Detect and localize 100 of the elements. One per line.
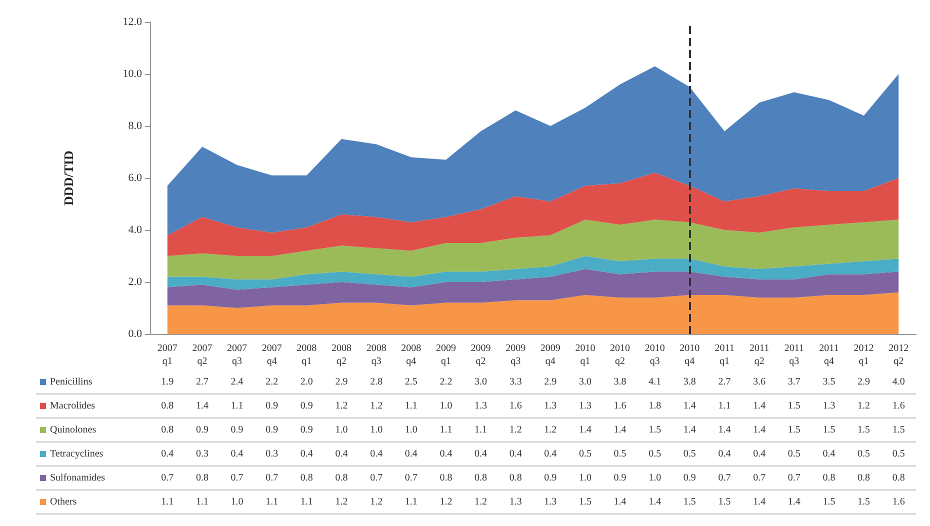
data-label: 1.1 [266,496,278,508]
data-label: 0.5 [683,448,696,460]
data-label: 1.4 [196,400,208,412]
x-tick-label: 2009 q3 [506,343,526,367]
data-label: 1.6 [509,400,522,412]
data-label: 1.1 [474,424,488,436]
data-label: 1.5 [788,400,800,412]
legend-label: Tetracyclines [50,448,104,460]
data-label: 1.4 [648,496,662,508]
data-label: 1.5 [718,496,731,508]
data-label: 2.4 [230,376,244,388]
data-label: 1.4 [614,424,626,436]
data-label: 1.1 [404,496,418,508]
x-tick-label: 2011 q4 [819,343,839,367]
data-label: 1.5 [822,424,836,436]
data-label: 1.4 [683,400,696,412]
data-label: 0.7 [404,472,418,484]
data-label: 0.7 [753,472,766,484]
data-label: 1.0 [370,424,383,436]
x-tick-label: 2011 q3 [784,343,804,367]
data-label: 0.5 [788,448,800,460]
legend-label: Quinolones [50,424,96,436]
data-label: 2.7 [196,376,208,388]
data-label: 1.4 [753,496,766,508]
data-label: 1.6 [614,400,626,412]
data-label: 0.4 [161,448,174,460]
data-label: 1.1 [230,400,244,412]
data-label: 2.7 [718,376,731,388]
data-label: 1.2 [335,496,348,508]
data-label: 1.5 [858,496,870,508]
y-axis-title: DDD/TID [61,150,76,206]
data-label: 1.1 [718,400,731,412]
data-label: 3.7 [788,376,800,388]
data-label: 4.0 [892,376,905,388]
data-label: 0.5 [892,448,905,460]
data-label: 2.8 [370,376,383,388]
data-label: 0.5 [858,448,870,460]
data-label: 0.7 [230,472,244,484]
x-tick-label: 2009 q1 [436,343,456,367]
data-label: 1.6 [892,496,905,508]
data-label: 0.9 [196,424,208,436]
legend-label: Sulfonamides [50,472,106,484]
data-label: 1.3 [544,496,557,508]
data-label: 2.2 [440,376,452,388]
data-label: 1.2 [858,400,870,412]
x-tick-label: 2008 q1 [296,343,317,367]
data-label: 3.0 [474,376,488,388]
data-label: 1.5 [822,496,836,508]
data-label: 2.5 [404,376,418,388]
data-label: 1.4 [718,424,731,436]
data-label: 1.1 [300,496,313,508]
data-label: 0.8 [440,472,452,484]
data-label: 2.9 [335,376,348,388]
data-label: 1.9 [161,376,174,388]
data-label: 0.8 [474,472,488,484]
data-label: 1.0 [440,400,452,412]
x-tick-label: 2011 q1 [714,343,734,367]
data-label: 0.4 [230,448,244,460]
x-tick-label: 2010 q1 [575,343,596,367]
data-label: 2.9 [544,376,557,388]
data-label: 0.8 [161,424,174,436]
y-tick-label: 10.0 [122,68,142,80]
legend-label: Others [50,496,77,508]
x-tick-label: 2009 q4 [540,343,560,367]
data-label: 0.5 [648,448,662,460]
data-label: 3.5 [822,376,836,388]
data-label: 0.4 [544,448,557,460]
data-label: 0.8 [300,472,313,484]
x-tick-label: 2010 q3 [644,343,665,367]
data-label: 1.2 [335,400,348,412]
data-label: 2.2 [266,376,278,388]
data-label: 0.8 [822,472,836,484]
y-tick-label: 4.0 [128,224,142,236]
data-label: 0.3 [196,448,208,460]
x-tick-label: 2012 q1 [854,343,874,367]
x-tick-label: 2007 q2 [192,343,212,367]
data-label: 0.7 [370,472,383,484]
x-tick-label: 2007 q1 [157,343,178,367]
data-label: 0.9 [230,424,244,436]
data-label: 0.4 [440,448,452,460]
x-tick-label: 2008 q3 [366,343,386,367]
data-label: 0.9 [300,400,313,412]
data-label: 1.2 [474,496,488,508]
data-label: 3.3 [509,376,522,388]
data-label: 0.4 [404,448,418,460]
data-label: 1.4 [753,400,766,412]
data-label: 1.1 [440,424,452,436]
data-label: 0.9 [544,472,557,484]
data-label: 0.4 [370,448,383,460]
data-label: 1.8 [648,400,662,412]
data-label: 0.4 [509,448,522,460]
data-label: 1.5 [578,496,592,508]
data-label: 1.0 [404,424,418,436]
data-label: 0.9 [266,400,278,412]
data-label: 0.7 [788,472,800,484]
data-label: 3.0 [578,376,592,388]
data-label: 1.3 [544,400,557,412]
data-label: 0.7 [161,472,174,484]
data-label: 0.4 [474,448,488,460]
data-label: 1.5 [788,424,800,436]
